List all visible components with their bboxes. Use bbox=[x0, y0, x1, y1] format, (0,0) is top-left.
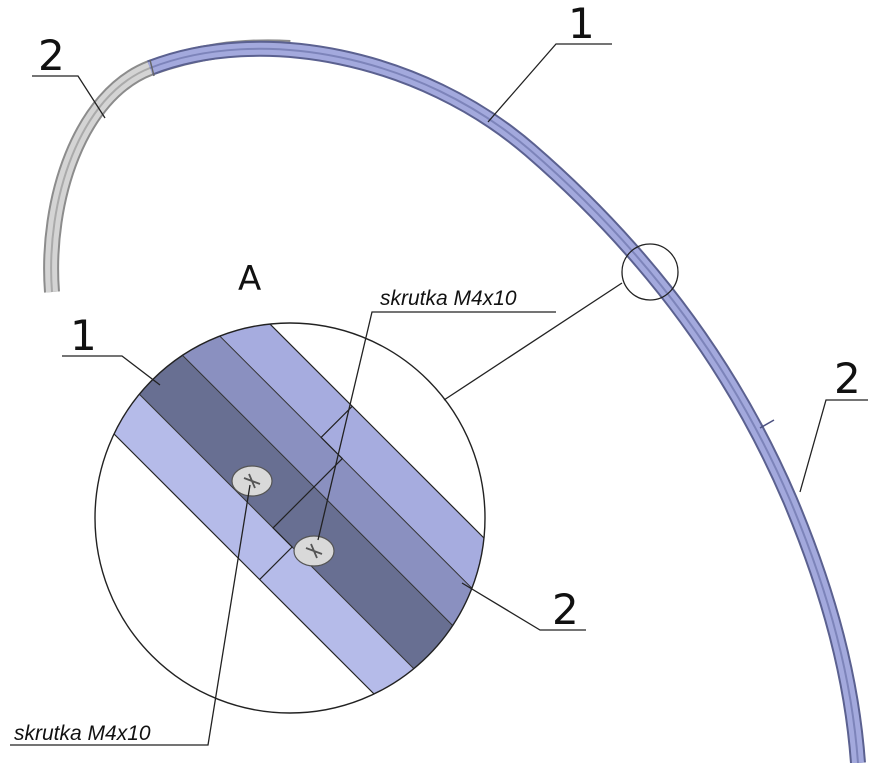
label-detail-a: A bbox=[238, 259, 261, 299]
label-part-1-detail: 1 bbox=[70, 311, 97, 360]
label-part-1-top: 1 bbox=[568, 0, 595, 48]
screw-upper bbox=[231, 465, 273, 497]
label-part-2-right: 2 bbox=[834, 354, 861, 403]
label-part-2-detail: 2 bbox=[552, 585, 579, 634]
screw-lower bbox=[293, 535, 335, 567]
label-part-2-top-left: 2 bbox=[38, 31, 65, 80]
leader-lines bbox=[10, 43, 868, 746]
arc-segment-grey bbox=[43, 39, 291, 293]
detail-view bbox=[94, 322, 486, 714]
label-screw-bottom: skrutka M4x10 bbox=[14, 722, 151, 745]
label-screw-top: skrutka M4x10 bbox=[380, 287, 517, 310]
detail-reference-circle bbox=[621, 243, 679, 301]
arc-profile bbox=[43, 39, 866, 763]
